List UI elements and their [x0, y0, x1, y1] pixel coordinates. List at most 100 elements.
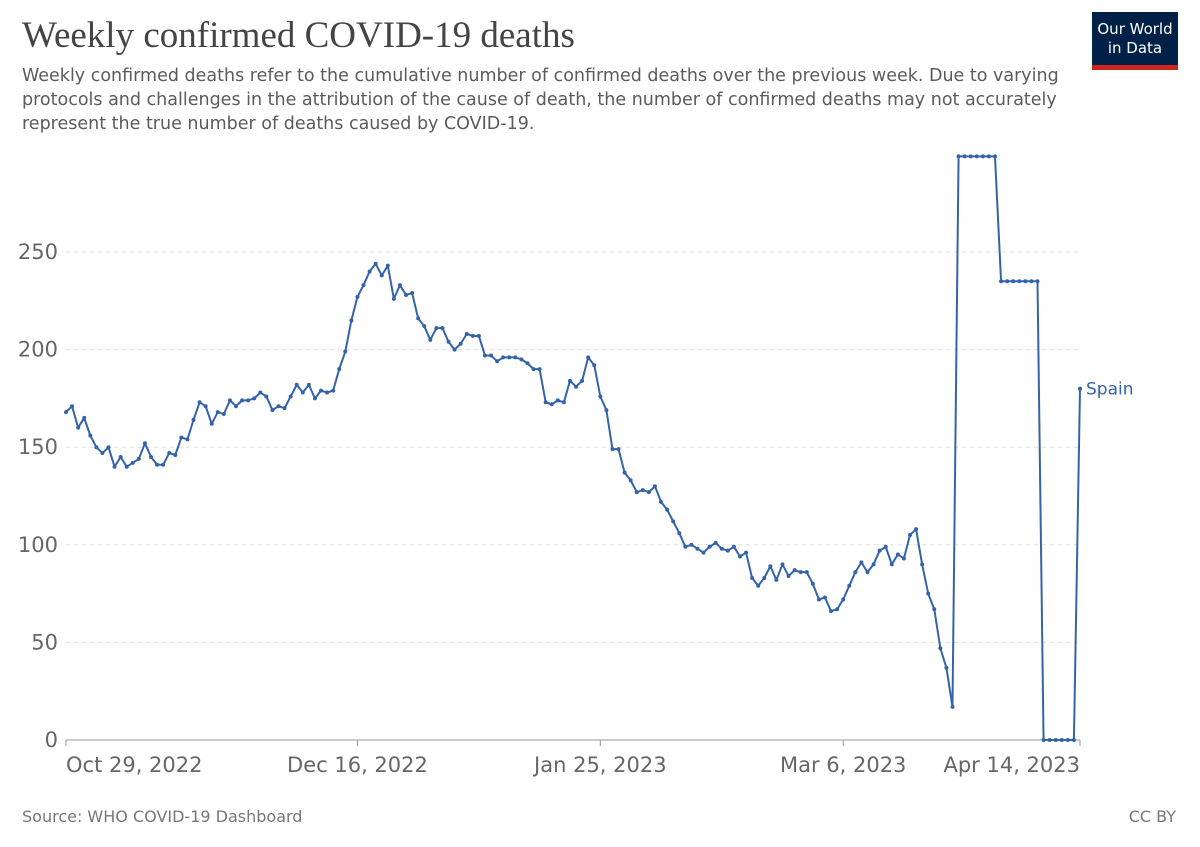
point [1071, 738, 1076, 742]
point [294, 382, 299, 387]
point [804, 570, 809, 575]
point [288, 394, 293, 399]
point [1005, 279, 1010, 284]
chart-title: Weekly confirmed COVID-19 deaths [22, 15, 575, 56]
point [598, 394, 603, 399]
point [385, 263, 390, 268]
point [853, 570, 858, 575]
point [246, 398, 251, 403]
point [349, 318, 354, 323]
point [567, 378, 572, 383]
point [1011, 279, 1016, 284]
y-tick-label: 250 [18, 240, 58, 264]
point [683, 544, 688, 549]
point [476, 333, 481, 338]
point [689, 542, 694, 547]
point [1035, 279, 1040, 284]
point [537, 367, 542, 372]
point [883, 544, 888, 549]
point [391, 296, 396, 301]
point [325, 390, 330, 395]
point [907, 533, 912, 538]
point [422, 324, 427, 329]
point [94, 445, 99, 450]
point [750, 575, 755, 580]
x-tick-label: Dec 16, 2022 [287, 753, 428, 777]
point [179, 435, 184, 440]
point [968, 154, 973, 159]
point [434, 326, 439, 331]
point [1041, 738, 1046, 742]
license: CC BY [1129, 807, 1177, 826]
point [270, 408, 275, 413]
logo-text: in Data [1108, 39, 1162, 57]
point [1017, 279, 1022, 284]
point [999, 279, 1004, 284]
x-tick-label: Mar 6, 2023 [780, 753, 906, 777]
point [592, 363, 597, 368]
point [513, 355, 518, 360]
point [762, 575, 767, 580]
series-label: Spain [1086, 380, 1134, 400]
point [859, 560, 864, 565]
point [118, 454, 123, 459]
point [580, 378, 585, 383]
point [586, 355, 591, 360]
line [65, 155, 1081, 741]
point [549, 402, 554, 407]
point [980, 154, 985, 159]
source: Source: WHO COVID-19 Dashboard [22, 807, 302, 826]
point [810, 581, 815, 586]
x-tick-label: Jan 25, 2023 [532, 753, 667, 777]
y-tick-label: 100 [18, 533, 58, 557]
point [173, 453, 178, 458]
point [482, 353, 487, 358]
point [719, 546, 724, 551]
point [410, 290, 415, 295]
logo [1092, 12, 1178, 70]
x-tick-label: Oct 29, 2022 [66, 753, 203, 777]
point [956, 154, 961, 159]
point [677, 531, 682, 536]
point [780, 562, 785, 567]
chart-subtitle: Weekly confirmed deaths refer to the cum… [22, 66, 1059, 134]
point [276, 404, 281, 409]
point [191, 417, 196, 422]
point [713, 540, 718, 545]
point [914, 527, 919, 532]
point [616, 447, 621, 452]
point [847, 583, 852, 588]
point [464, 331, 469, 336]
point [841, 597, 846, 602]
point [652, 484, 657, 489]
point [543, 400, 548, 405]
point [835, 607, 840, 612]
point [525, 361, 530, 366]
point [920, 562, 925, 567]
point [240, 398, 245, 403]
point [446, 339, 451, 344]
point [367, 269, 372, 274]
point [1059, 738, 1064, 742]
point [258, 390, 263, 395]
point [992, 154, 997, 159]
point [495, 359, 500, 364]
point [489, 353, 494, 358]
point [203, 404, 208, 409]
point [774, 577, 779, 582]
point [1023, 279, 1028, 284]
point [531, 367, 536, 372]
point [1047, 738, 1052, 742]
point [161, 462, 166, 467]
point [744, 550, 749, 555]
point [604, 408, 609, 413]
point [88, 433, 93, 438]
point [312, 396, 317, 401]
point [610, 447, 615, 452]
point [215, 410, 220, 415]
point [944, 665, 949, 670]
point [561, 400, 566, 405]
point [197, 400, 202, 405]
